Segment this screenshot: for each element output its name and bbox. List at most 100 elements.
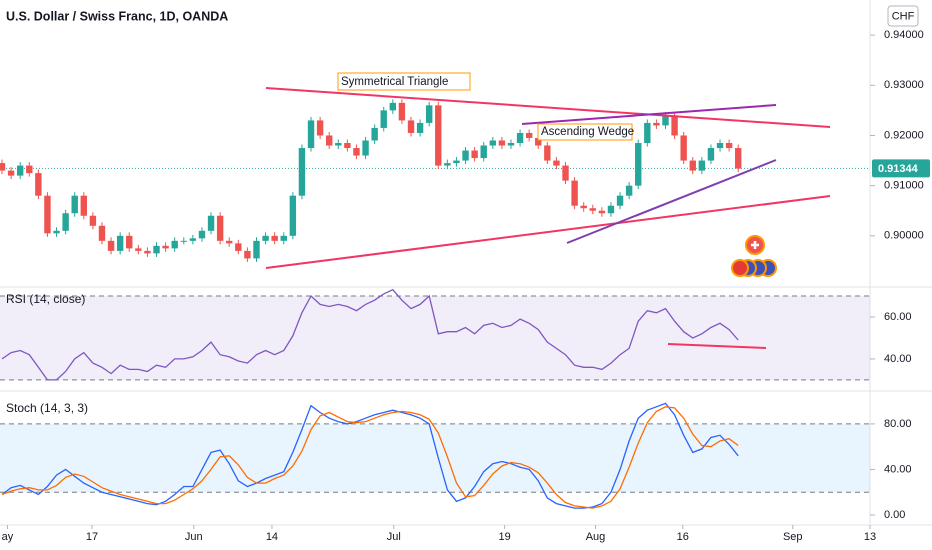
candle-body (344, 142, 351, 149)
candle-body (0, 163, 6, 171)
candle-body (316, 120, 324, 136)
candle-body (662, 115, 669, 126)
candle-body (471, 150, 478, 159)
y-tick-label: 0.00 (884, 509, 905, 521)
x-tick-label: ay (2, 531, 14, 543)
indicator-line (1, 406, 739, 509)
candle-body (162, 245, 169, 249)
y-tick-label: 40.00 (884, 463, 912, 475)
indicator-line (1, 402, 739, 509)
candle-body (425, 105, 433, 123)
y-tick-label: 0.91000 (884, 180, 924, 192)
rsi-trend-line (667, 343, 767, 349)
candle-body (271, 235, 278, 241)
candle-body (635, 142, 642, 186)
candle-body (180, 240, 187, 242)
wedge-lower-line (566, 159, 777, 244)
x-tick-label: Jun (185, 531, 203, 543)
candle-body (207, 215, 215, 231)
candle-body (7, 170, 15, 176)
candle-body (89, 215, 97, 226)
x-tick-label: 17 (86, 531, 98, 543)
candle-body (625, 185, 633, 196)
candle-body (44, 195, 51, 234)
candle-body (707, 148, 715, 161)
candle-body (144, 250, 151, 254)
currency-label: CHF (892, 10, 915, 22)
chart-title: U.S. Dollar / Swiss Franc, 1D, OANDA (6, 9, 228, 23)
annotation-box (537, 123, 633, 141)
candle-body (680, 135, 687, 161)
annotation-text: Ascending Wedge (541, 126, 634, 138)
candle-body (153, 245, 160, 254)
candle-body (607, 205, 615, 214)
currency-box[interactable] (887, 5, 919, 27)
x-tick-label: Sep (783, 531, 803, 543)
y-tick-label: 0.92000 (884, 129, 924, 141)
candle-body (453, 160, 460, 164)
candle-body (298, 148, 306, 196)
candle-body (371, 127, 378, 141)
event-icon[interactable] (731, 259, 749, 277)
candle-body (689, 160, 696, 171)
bands (0, 295, 870, 493)
candle-body (480, 145, 487, 159)
stoch-title: Stoch (14, 3, 3) (6, 401, 88, 415)
candle-body (671, 115, 678, 136)
candle-body (326, 135, 333, 146)
candle-body (198, 230, 206, 239)
candle-body (126, 235, 133, 249)
candle-body (26, 165, 33, 174)
annotation-text: Symmetrical Triangle (341, 76, 448, 88)
band-fill (0, 423, 870, 493)
candle-body (262, 235, 269, 241)
candle-body (716, 142, 724, 149)
candle-body (362, 140, 369, 156)
y-tick-label: 60.00 (884, 311, 912, 323)
candle-body (516, 132, 524, 143)
x-tick-label: 13 (864, 531, 876, 543)
event-icon-cross (751, 241, 759, 249)
x-tick-label: 16 (677, 531, 689, 543)
x-tick-label: Jul (387, 531, 401, 543)
candle-body (171, 240, 178, 249)
indicator-line (1, 288, 739, 381)
candle-body (580, 205, 587, 209)
wedge-upper-line (521, 104, 777, 125)
candle-body (562, 165, 569, 181)
candle-body (235, 243, 242, 251)
candle-body (353, 148, 360, 156)
candle-body (16, 165, 24, 176)
x-tick-label: 19 (498, 531, 510, 543)
candle-body (725, 142, 733, 149)
candle-body (53, 230, 60, 234)
candle-body (571, 180, 578, 206)
candle-body (616, 195, 624, 206)
annotation-box (337, 72, 471, 91)
candle-body (407, 120, 415, 133)
candle-body (389, 102, 397, 111)
candle-body (653, 122, 660, 126)
rsi-title: RSI (14, close) (6, 292, 85, 306)
candle-body (216, 215, 224, 241)
triangle-upper-line (265, 87, 831, 128)
candle-body (289, 195, 297, 236)
candle-body (307, 120, 315, 149)
y-tick-label: 40.00 (884, 353, 912, 365)
candle-body (598, 210, 606, 214)
candle-body (698, 160, 706, 171)
candle-body (416, 122, 424, 133)
candle-body (116, 235, 124, 251)
candle-body (280, 235, 287, 241)
candle-body (553, 160, 560, 166)
candle-body (398, 102, 406, 121)
candle-body (98, 225, 106, 241)
candle-body (644, 122, 651, 143)
last-price-tag (872, 159, 930, 178)
last-price-label: 0.91344 (878, 163, 919, 175)
candle-body (544, 145, 551, 161)
triangle-lower-line (265, 195, 831, 269)
